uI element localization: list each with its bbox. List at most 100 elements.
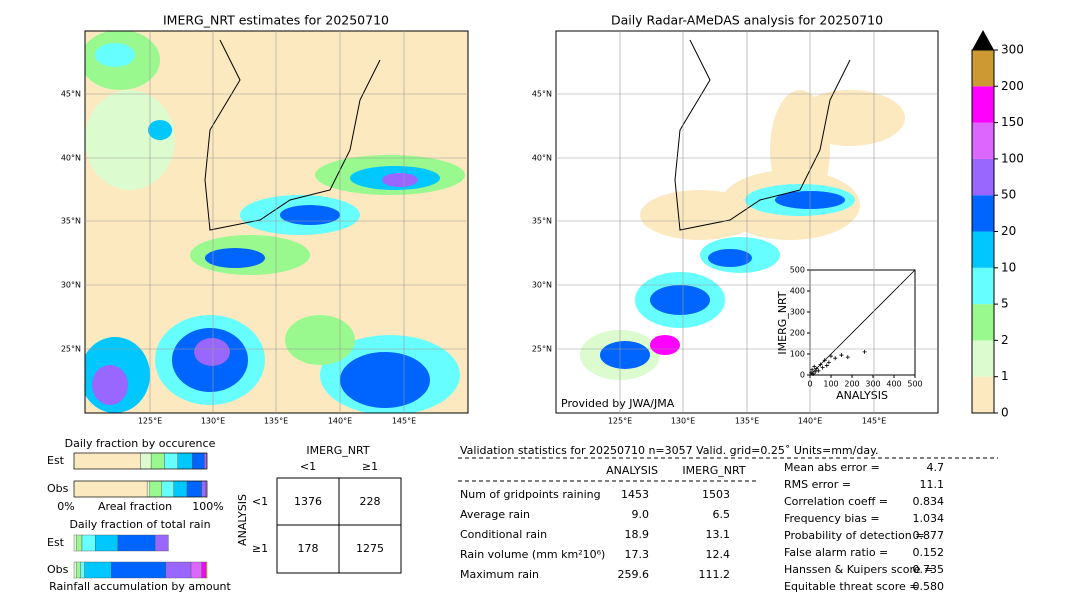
stats-label: Num of gridpoints raining	[460, 488, 601, 501]
lon-label: 135°E	[264, 417, 288, 426]
lon-label: 145°E	[392, 417, 416, 426]
colorbar-segment	[972, 340, 994, 377]
left-map-title: IMERG_NRT estimates for 20250710	[163, 13, 389, 28]
stats-title: Validation statistics for 20250710 n=305…	[460, 444, 879, 457]
fraction-segment	[73, 480, 148, 498]
y-tick-label: 200	[790, 329, 805, 338]
cont-row: ≥1	[252, 542, 268, 555]
lon-label: 125°E	[608, 417, 632, 426]
cont-col-title: IMERG_NRT	[306, 444, 369, 457]
point	[839, 353, 844, 358]
occurrence-title: Daily fraction by occurence	[65, 437, 216, 450]
fraction-segment	[201, 480, 206, 498]
x-tick-label: 300	[865, 380, 880, 389]
colorbar-segment	[972, 122, 994, 159]
cont-col: <1	[300, 460, 316, 473]
stats-value: 259.6	[618, 568, 650, 581]
fraction-segment	[192, 452, 205, 470]
colorbar-label: 50	[1001, 188, 1016, 202]
fraction-segment	[73, 452, 141, 470]
cont-row: <1	[252, 495, 268, 508]
point	[812, 364, 817, 369]
point	[833, 356, 838, 361]
cont-col: ≥1	[362, 460, 378, 473]
point	[809, 370, 814, 375]
lat-label: 25°N	[532, 345, 552, 354]
lat-label: 35°N	[532, 217, 552, 226]
fraction-segment	[164, 452, 178, 470]
point	[814, 366, 819, 371]
fraction-segment	[146, 480, 151, 498]
stats-value: 1453	[621, 488, 649, 501]
lat-label: 25°N	[61, 345, 81, 354]
left-map-frame	[84, 30, 469, 414]
cont-cell: 1376	[294, 495, 322, 508]
axis-right: 100%	[192, 500, 223, 513]
stats-value: 9.0	[632, 508, 650, 521]
stats-value: 6.5	[713, 508, 731, 521]
colorbar-segment	[972, 267, 994, 305]
diagonal	[809, 269, 916, 376]
fraction-segment	[173, 480, 188, 498]
fraction-segment	[76, 561, 81, 579]
lat-label: 40°N	[532, 154, 552, 163]
colorbar-segment	[972, 158, 994, 196]
stats-value: 13.1	[706, 528, 731, 541]
axis-left: 0%	[57, 500, 74, 513]
score-value: 0.152	[913, 546, 945, 559]
y-tick-label: 400	[790, 287, 805, 296]
colorbar-segment	[972, 304, 994, 341]
fraction-segment	[165, 561, 192, 579]
colorbar-segment	[972, 195, 994, 232]
fraction-segment	[150, 452, 165, 470]
y-axis-label: IMERG_NRT	[776, 291, 789, 354]
score-value: 0.834	[913, 495, 945, 508]
lon-label: 140°E	[328, 417, 352, 426]
lon-label: 130°E	[671, 417, 695, 426]
cont-cell: 228	[360, 495, 381, 508]
lon-label: 125°E	[138, 417, 162, 426]
fraction-segment	[111, 561, 166, 579]
fraction-segment	[204, 452, 208, 470]
amount-title: Daily fraction of total rain	[69, 518, 210, 531]
score-label: Probability of detection =	[784, 529, 924, 542]
cont-cell: 178	[298, 542, 319, 555]
fraction-segment	[81, 534, 96, 552]
point	[862, 349, 867, 354]
score-value: 0.580	[913, 580, 945, 593]
point	[824, 363, 829, 368]
fraction-segment	[73, 534, 77, 552]
stats-col: ANALYSIS	[606, 464, 658, 477]
point	[818, 362, 823, 367]
stats-label: Maximum rain	[460, 568, 539, 581]
point	[811, 371, 816, 376]
y-tick-label: 100	[790, 350, 805, 359]
x-axis-label: ANALYSIS	[836, 389, 888, 402]
lat-label: 35°N	[61, 217, 81, 226]
x-tick-label: 0	[807, 380, 812, 389]
score-label: False alarm ratio =	[784, 546, 888, 559]
fraction-segment	[154, 534, 169, 552]
point	[826, 360, 831, 365]
lon-label: 145°E	[862, 417, 886, 426]
stats-value: 17.3	[625, 548, 650, 561]
fraction-segment	[149, 480, 162, 498]
colorbar-segment	[972, 86, 994, 123]
fraction-segment	[190, 561, 202, 579]
stats-value: 1503	[702, 488, 730, 501]
colorbar-label: 300	[1001, 43, 1024, 57]
credit: Provided by JWA/JMA	[561, 397, 675, 410]
fraction-segment	[161, 480, 174, 498]
row-label: Obs	[47, 482, 69, 495]
colorbar-label: 0	[1001, 406, 1009, 420]
score-label: RMS error =	[784, 478, 851, 491]
point	[810, 367, 815, 372]
lat-label: 30°N	[532, 281, 552, 290]
cont-row-title: ANALYSIS	[236, 494, 249, 546]
y-tick-label: 500	[790, 266, 805, 275]
fraction-segment	[186, 480, 202, 498]
colorbar-label: 10	[1001, 260, 1016, 274]
fraction-segment	[76, 534, 83, 552]
stats-value: 12.4	[706, 548, 731, 561]
